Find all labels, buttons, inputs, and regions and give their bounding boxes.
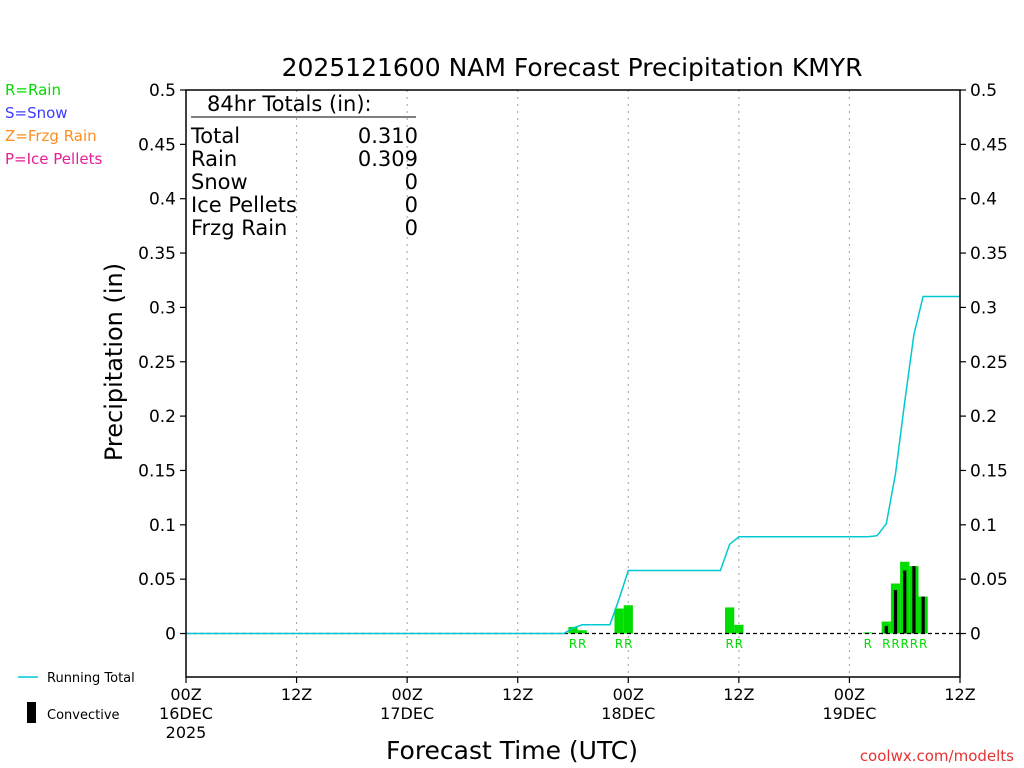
totals-value-rain: 0.309 xyxy=(358,147,418,171)
y-tick-label-left: 0.25 xyxy=(138,353,176,373)
ptype-label: R xyxy=(901,637,909,651)
totals-label-rain: Rain xyxy=(191,147,237,171)
ptype-label: R xyxy=(624,637,632,651)
precip-bar xyxy=(568,626,578,634)
ptype-label: R xyxy=(578,637,586,651)
totals-label-ice-pellets: Ice Pellets xyxy=(191,193,297,217)
totals-value-total: 0.310 xyxy=(358,124,418,148)
x-tick-label: 00Z xyxy=(613,685,644,704)
ptype-label: R xyxy=(910,637,918,651)
y-tick-label-right: 0.05 xyxy=(970,570,1008,590)
y-tick-label-left: 0.5 xyxy=(149,81,176,101)
totals-label-snow: Snow xyxy=(191,170,248,194)
convective-legend-swatch xyxy=(27,702,36,723)
x-tick-label: 12Z xyxy=(281,685,312,704)
totals-box: 84hr Totals (in): Total 0.310 Rain 0.309… xyxy=(190,92,418,240)
chart-title: 2025121600 NAM Forecast Precipitation KM… xyxy=(282,53,863,82)
y-tick-label-right: 0.4 xyxy=(970,190,997,210)
legend-rain: R=Rain xyxy=(5,81,61,99)
legend-snow: S=Snow xyxy=(5,104,68,122)
convective-legend-label: Convective xyxy=(47,708,120,723)
y-tick-label-left: 0.1 xyxy=(149,516,176,536)
precip-bar xyxy=(614,608,624,634)
x-tick-label: 00Z xyxy=(834,685,865,704)
y-tick-label-left: 0.15 xyxy=(138,461,176,481)
x-tick-label: 18DEC xyxy=(601,704,655,723)
x-tick-label: 12Z xyxy=(502,685,533,704)
y-tick-label-left: 0.2 xyxy=(149,407,176,427)
y-tick-label-right: 0 xyxy=(970,625,981,645)
x-tick-label: 17DEC xyxy=(380,704,434,723)
precip-bar xyxy=(734,624,744,634)
x-tick-label: 12Z xyxy=(723,685,754,704)
convective-bar xyxy=(912,566,916,634)
precip-bar xyxy=(725,607,735,634)
ptype-legend: R=Rain S=Snow Z=Frzg Rain P=Ice Pellets xyxy=(5,81,102,168)
convective-bar xyxy=(884,625,888,634)
plot-frame xyxy=(185,89,961,678)
ptype-label: R xyxy=(864,637,872,651)
x-axis-label: Forecast Time (UTC) xyxy=(386,736,638,765)
totals-heading: 84hr Totals (in): xyxy=(207,92,372,116)
x-tick-label: 00Z xyxy=(391,685,422,704)
x-tick-label: 16DEC xyxy=(159,704,213,723)
y-tick-label-left: 0.35 xyxy=(138,244,176,264)
y-tick-label-right: 0.15 xyxy=(970,461,1008,481)
totals-label-total: Total xyxy=(190,124,240,148)
ptype-label: R xyxy=(735,637,743,651)
running-total-legend-label: Running Total xyxy=(47,671,135,686)
vertical-grid xyxy=(296,90,850,677)
y-axis-right: 0 0.05 0.1 0.15 0.2 0.25 0.3 0.35 0.4 0.45 0.5 xyxy=(960,81,1008,645)
totals-value-ice-pellets: 0 xyxy=(405,193,418,217)
y-tick-label-left: 0.45 xyxy=(138,135,176,155)
y-tick-label-right: 0.2 xyxy=(970,407,997,427)
y-tick-label-right: 0.35 xyxy=(970,244,1008,264)
attribution: coolwx.com/modelts xyxy=(860,747,1014,765)
x-tick-label: 2025 xyxy=(166,723,207,742)
ptype-label: R xyxy=(725,637,733,651)
bottom-legend: Running Total Convective xyxy=(18,671,135,723)
ptype-label: R xyxy=(569,637,577,651)
y-tick-label-right: 0.5 xyxy=(970,81,997,101)
x-tick-label: 19DEC xyxy=(822,704,876,723)
precip-bars xyxy=(568,561,928,634)
totals-label-frzg-rain: Frzg Rain xyxy=(191,216,287,240)
y-tick-label-right: 0.45 xyxy=(970,135,1008,155)
legend-ice-pellets: P=Ice Pellets xyxy=(5,150,102,168)
y-tick-label-right: 0.25 xyxy=(970,353,1008,373)
y-tick-label-left: 0.05 xyxy=(138,570,176,590)
ptype-label: R xyxy=(615,637,623,651)
y-axis-label: Precipitation (in) xyxy=(100,263,128,461)
totals-value-frzg-rain: 0 xyxy=(405,216,418,240)
y-tick-label-left: 0.4 xyxy=(149,190,176,210)
precip-bar xyxy=(623,605,633,634)
y-tick-label-left: 0.3 xyxy=(149,298,176,318)
running-total-line xyxy=(186,295,960,635)
totals-value-snow: 0 xyxy=(405,170,418,194)
y-tick-label-left: 0 xyxy=(165,625,176,645)
x-tick-label: 00Z xyxy=(170,685,201,704)
ptype-label: R xyxy=(919,637,927,651)
ptype-label: R xyxy=(882,637,890,651)
legend-frzg-rain: Z=Frzg Rain xyxy=(5,127,97,145)
ptype-label: R xyxy=(891,637,899,651)
y-axis-left: 0 0.05 0.1 0.15 0.2 0.25 0.3 0.35 0.4 0.45 0.5 xyxy=(138,81,186,645)
convective-bar xyxy=(893,590,898,634)
convective-bar xyxy=(903,570,907,634)
y-tick-label-right: 0.1 xyxy=(970,516,997,536)
precip-bar xyxy=(577,630,587,634)
x-tick-label: 12Z xyxy=(944,685,975,704)
y-tick-label-right: 0.3 xyxy=(970,298,997,318)
convective-bar xyxy=(921,596,925,634)
